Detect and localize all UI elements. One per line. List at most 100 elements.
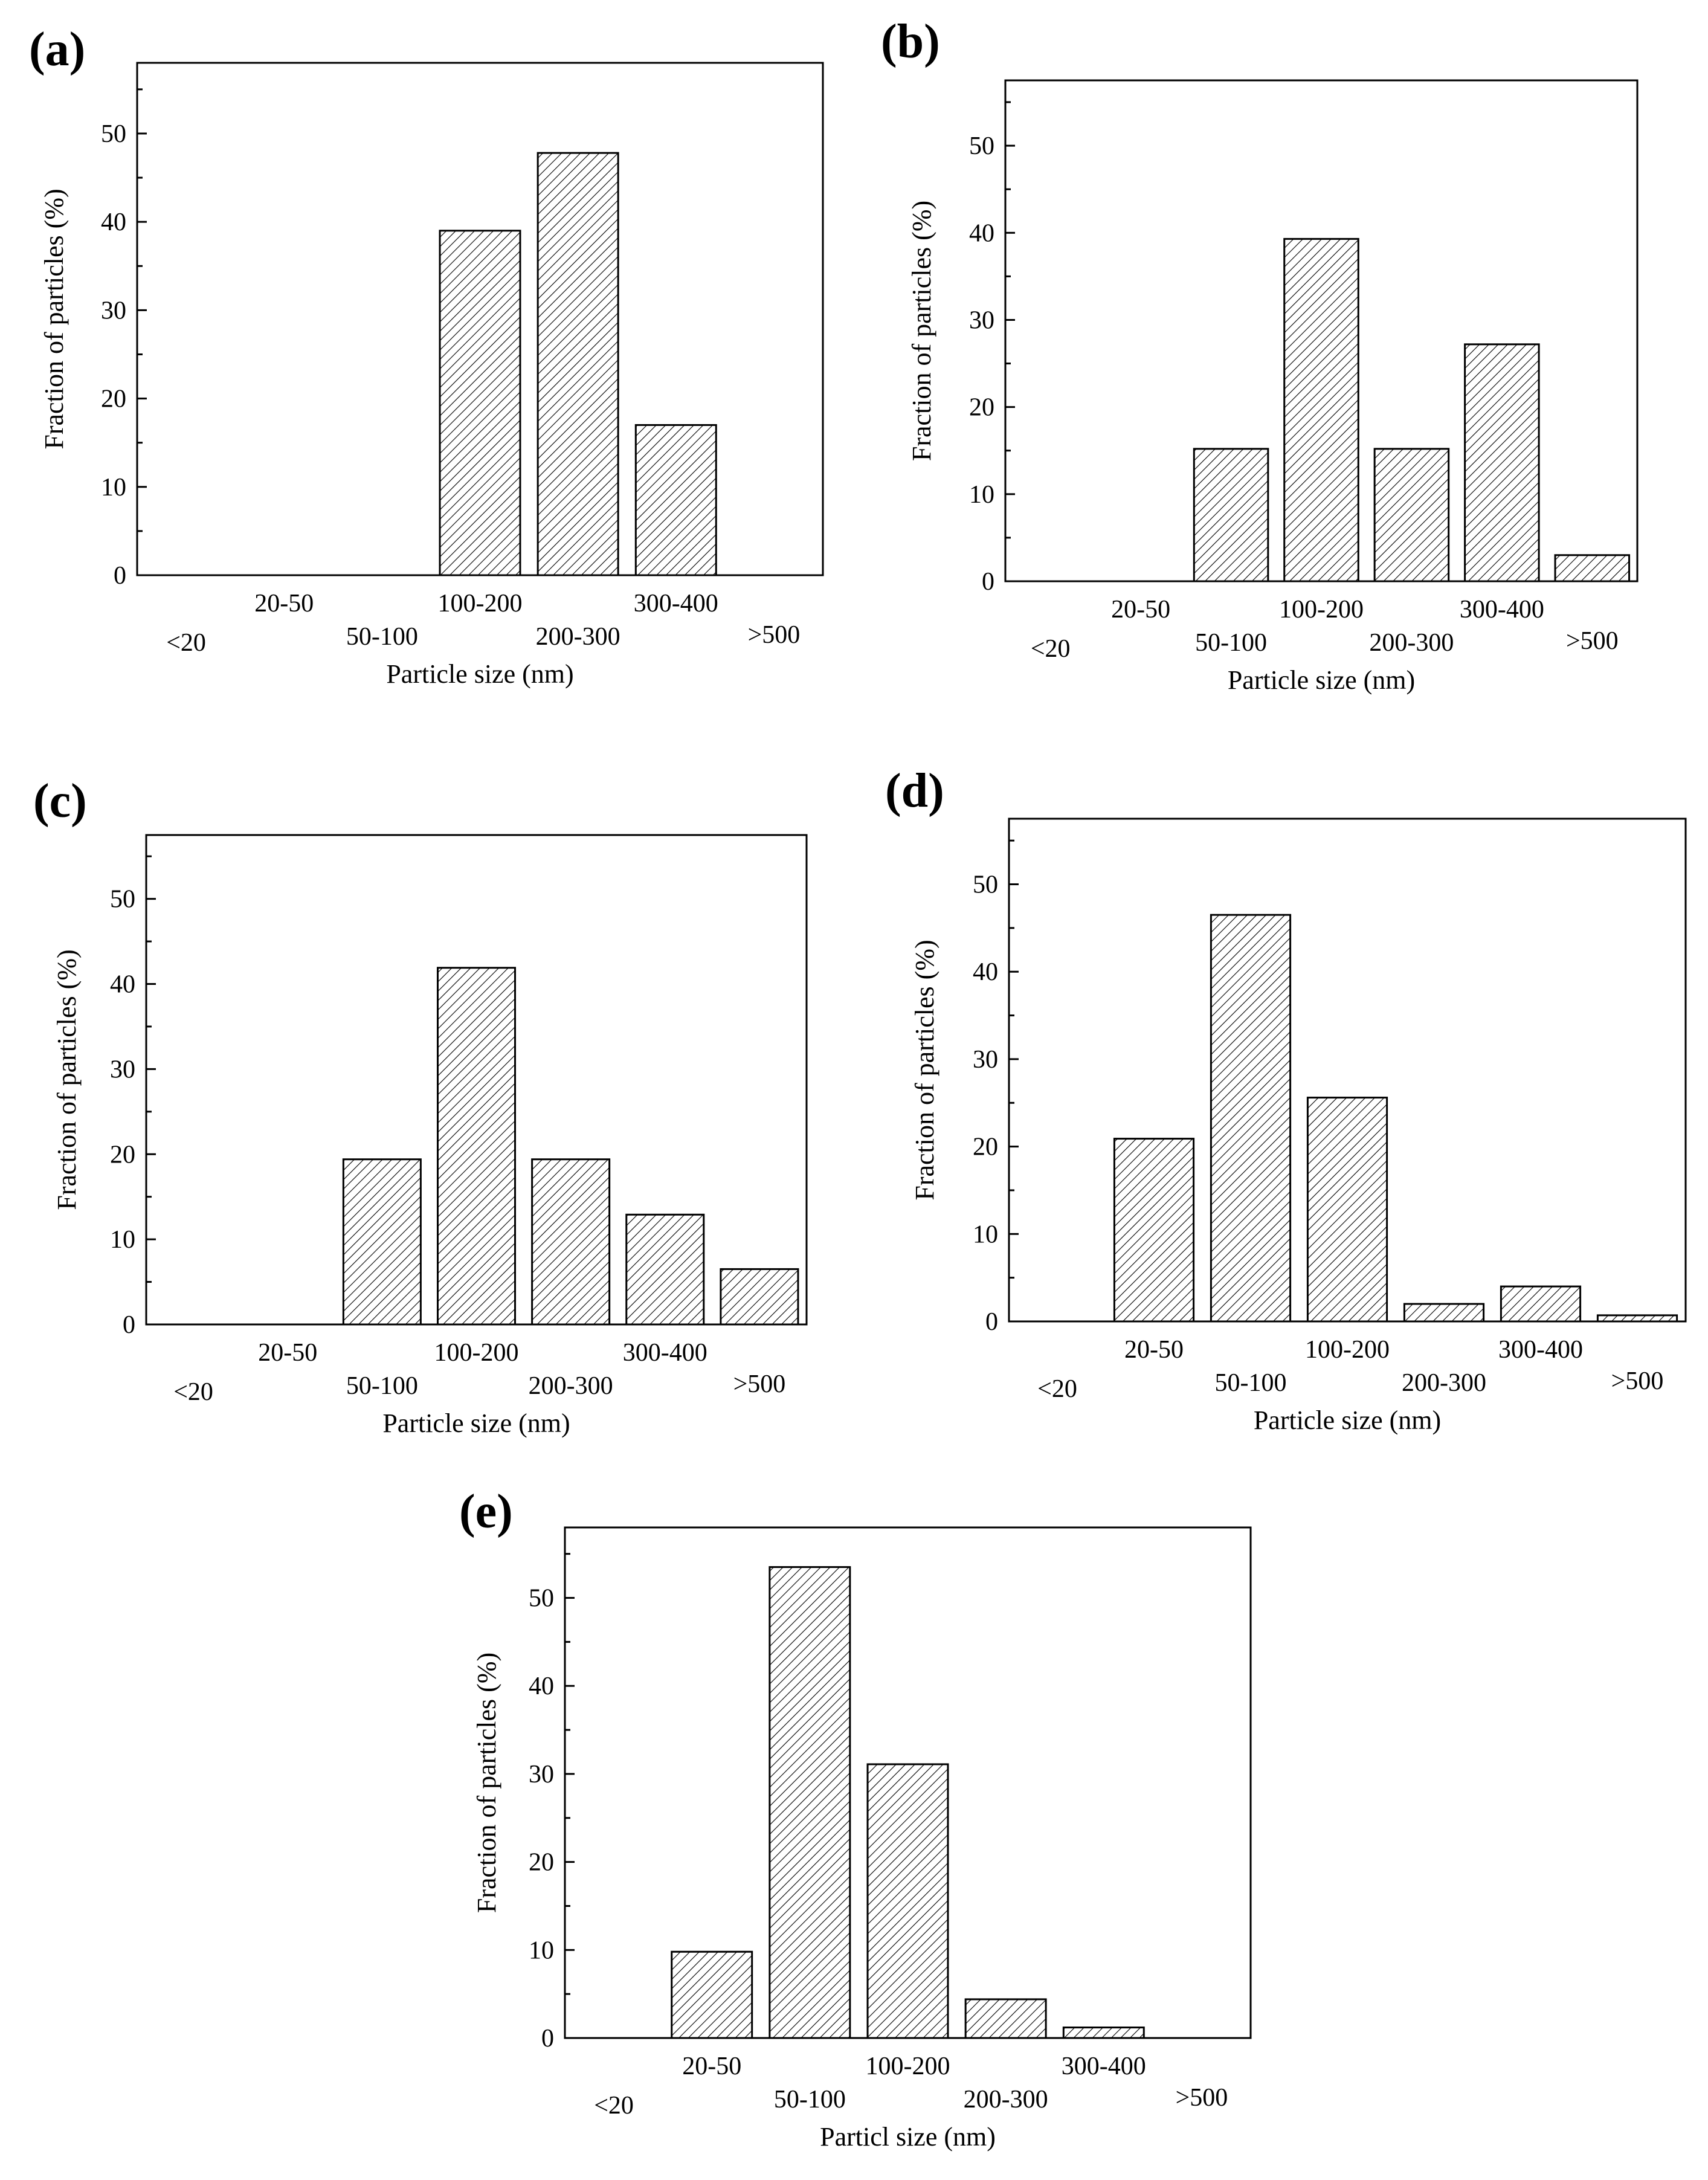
bar-100-200	[1283, 237, 1359, 582]
chart-panel-4: (d) 0 10 20 30 40 50 <20 20-50 50-100 100-200 200-3…	[885, 764, 1687, 1435]
x-axis-title: Particle size (nm)	[1254, 1405, 1441, 1435]
y-tick-label: 50	[529, 1585, 554, 1613]
x-category-label: 300-400	[623, 1339, 707, 1367]
bar-100-200	[866, 1763, 949, 2039]
x-category-label: 300-400	[1498, 1336, 1583, 1364]
y-tick-label: 50	[973, 871, 998, 899]
panel-label: (d)	[885, 764, 944, 818]
x-category-label: 100-200	[434, 1339, 519, 1367]
y-tick-label: 0	[123, 1311, 135, 1339]
bar-200-300	[1373, 448, 1450, 582]
y-tick-label: 10	[529, 1937, 554, 1964]
chart-panel-2: (b) 0 10 20 30 40 50 <20 20-50 50-100 100-200200-3…	[881, 15, 1639, 695]
y-tick-label: 10	[110, 1226, 135, 1254]
x-category-label: 100-200	[1305, 1336, 1390, 1364]
y-tick-label: 0	[985, 1308, 998, 1336]
panel-label: (e)	[459, 1485, 513, 1538]
y-tick-label: 0	[982, 568, 994, 596]
x-category-label: 200-300	[536, 623, 620, 651]
x-category-label: 200-300	[1402, 1369, 1486, 1397]
x-category-label: 20-50	[1124, 1336, 1184, 1364]
y-tick-label: 20	[101, 385, 126, 413]
panel-label: (b)	[881, 15, 940, 68]
chart-panel-3: (c) 0 10 20 30 40 50 <20 20-50 50-100 100-200 200-3…	[33, 775, 808, 1438]
x-category-label: <20	[1037, 1375, 1077, 1403]
x-category-label: 20-50	[682, 2053, 741, 2080]
y-tick-label: 10	[101, 474, 126, 501]
x-axis-title: Particl size (nm)	[820, 2122, 996, 2152]
bar-300-400	[1062, 2027, 1145, 2039]
y-tick-label: 40	[101, 208, 126, 236]
x-category-label: 200-300	[964, 2086, 1048, 2114]
y-tick-label: 20	[529, 1849, 554, 1877]
panel-label: (a)	[29, 23, 85, 76]
x-category-label: 300-400	[1062, 2053, 1146, 2080]
x-category-label: 200-300	[1369, 629, 1454, 657]
y-tick-label: 30	[101, 297, 126, 324]
bar-50-100	[769, 1566, 851, 2039]
x-category-label: 50-100	[774, 2086, 846, 2114]
x-category-label: <20	[1031, 635, 1071, 663]
x-category-label: 50-100	[346, 623, 418, 651]
bar-50-100	[1193, 448, 1269, 582]
x-category-label: 50-100	[1195, 629, 1267, 657]
chart-panel-1: (a) 0 10 20 30 40 50 <20 20-50 50-100 100-200 200-3…	[29, 23, 824, 689]
bar-20-50	[671, 1950, 753, 2039]
chart-panel-5: (e) 0 10 20 30 40 50 <20 20-50 50-100 100-200 200-3…	[459, 1485, 1252, 2152]
bar-100-200	[439, 230, 521, 576]
x-category-label: >500	[1176, 2084, 1228, 2112]
bar-100-200	[436, 967, 517, 1326]
bar-50-100	[1210, 914, 1292, 1323]
y-tick-label: 50	[101, 120, 126, 148]
y-tick-label: 0	[541, 2025, 554, 2053]
y-tick-label: 20	[969, 394, 994, 422]
x-category-label: <20	[594, 2092, 634, 2120]
plot-frame	[145, 834, 808, 1326]
bar-300-400	[634, 424, 717, 576]
x-category-label: 100-200	[1279, 596, 1364, 624]
panel-label: (c)	[33, 775, 87, 828]
x-category-label: 20-50	[1111, 596, 1170, 624]
x-category-label: >500	[733, 1370, 786, 1398]
x-category-label: <20	[173, 1378, 213, 1406]
y-tick-label: 40	[973, 958, 998, 986]
bar-300-400	[1464, 343, 1540, 582]
x-category-label: >500	[748, 621, 801, 649]
x-category-label: 300-400	[1460, 596, 1544, 624]
bar-gt500	[1596, 1314, 1678, 1323]
bar-20-50	[1113, 1138, 1195, 1323]
y-tick-label: 30	[973, 1046, 998, 1074]
plot-frame	[136, 62, 824, 576]
bar-200-300	[537, 152, 619, 576]
bar-200-300	[964, 1998, 1047, 2039]
y-tick-label: 50	[969, 132, 994, 160]
y-tick-label: 20	[110, 1141, 135, 1169]
y-tick-label: 40	[110, 971, 135, 999]
y-axis-title: Fraction of particles (%)	[907, 201, 936, 461]
bar-gt500	[720, 1268, 799, 1326]
plot-frame	[1004, 79, 1639, 582]
x-category-label: 20-50	[254, 590, 314, 618]
x-category-label: 50-100	[346, 1372, 418, 1400]
bar-gt500	[1554, 554, 1631, 582]
y-axis-title: Fraction of particles (%)	[52, 949, 82, 1210]
y-tick-label: 40	[969, 219, 994, 247]
x-category-label: >500	[1566, 627, 1619, 655]
plot-frame	[1008, 818, 1687, 1323]
plot-frame	[564, 1526, 1252, 2039]
x-category-label: 100-200	[438, 590, 523, 618]
y-tick-label: 40	[529, 1672, 554, 1700]
x-category-label: <20	[166, 629, 206, 657]
x-category-label: 300-400	[634, 590, 718, 618]
bar-50-100	[342, 1158, 422, 1326]
x-category-label: 100-200	[866, 2053, 950, 2080]
bar-200-300	[531, 1158, 611, 1326]
y-tick-label: 10	[973, 1221, 998, 1248]
x-axis-title: Particle size (nm)	[1228, 665, 1415, 695]
y-tick-label: 30	[110, 1056, 135, 1083]
y-axis-title: Fraction of particles (%)	[910, 940, 939, 1200]
y-tick-label: 30	[529, 1761, 554, 1788]
x-category-label: 20-50	[258, 1339, 317, 1367]
y-tick-label: 10	[969, 481, 994, 509]
